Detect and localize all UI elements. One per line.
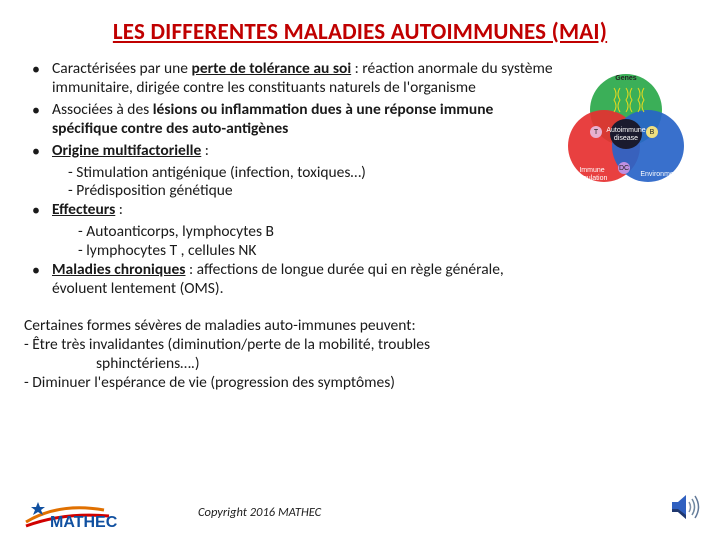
venn-label-genes: Genes <box>615 75 637 82</box>
b2-text-a: Associées à des <box>52 100 153 119</box>
venn-center-bg <box>610 119 642 149</box>
slide: LES DIFFERENTES MALADIES AUTOIMMUNES (MA… <box>0 0 720 540</box>
bullet-1: Caractérisées par une perte de tolérance… <box>24 60 560 98</box>
cell-b-label: B <box>650 129 655 136</box>
cell-t-label: T <box>594 129 599 136</box>
bullet-5: Maladies chroniques : affections de long… <box>24 261 560 299</box>
b3-text-b: : <box>201 141 209 160</box>
speaker-icon <box>668 490 702 524</box>
venn-label-center1: Autoimmune <box>606 127 645 134</box>
b4-text-b: : <box>115 200 123 219</box>
cell-dc-label: DC <box>619 165 629 172</box>
b3-sub2: - Prédisposition génétique <box>24 182 560 201</box>
venn-diagram: T DC B Genes Autoimmune disease Immune r… <box>556 64 696 224</box>
b3-text-a: Origine multifactorielle <box>52 141 201 160</box>
b3-sub1: - Stimulation antigénique (infection, to… <box>24 164 560 183</box>
bullet-4: Effecteurs : <box>24 201 560 220</box>
b1-text-a: Caractérisées par une <box>52 59 192 78</box>
paragraph: Certaines formes sévères de maladies aut… <box>24 317 560 393</box>
para-line1: Certaines formes sévères de maladies aut… <box>24 317 560 336</box>
venn-label-center2: disease <box>614 135 638 142</box>
b1-text-b: perte de tolérance au soi <box>192 59 352 78</box>
venn-label-immune1: Immune <box>579 167 604 174</box>
mathec-logo: MATHEC <box>24 492 144 532</box>
bullet-3: Origine multifactorielle : <box>24 142 560 161</box>
content-row: Caractérisées par une perte de tolérance… <box>24 60 696 393</box>
logo-text: MATHEC <box>50 514 118 531</box>
copyright-text: Copyright 2016 MATHEC <box>198 505 321 520</box>
b4-sub1: - Autoanticorps, lymphocytes B <box>24 223 560 242</box>
bullet-list: Caractérisées par une perte de tolérance… <box>24 60 560 393</box>
venn-label-immune2: regulation <box>577 175 608 182</box>
para-line2b: sphinctériens….) <box>24 355 560 374</box>
bullet-2: Associées à des lésions ou inflammation … <box>24 101 560 139</box>
b5-text-a: Maladies chroniques <box>52 260 185 279</box>
para-line2: - Être très invalidantes (diminution/per… <box>24 336 560 355</box>
para-line3: - Diminuer l'espérance de vie (progressi… <box>24 374 560 393</box>
footer: MATHEC Copyright 2016 MATHEC <box>0 492 720 540</box>
slide-title: LES DIFFERENTES MALADIES AUTOIMMUNES (MA… <box>24 18 696 46</box>
b4-sub2: - lymphocytes T , cellules NK <box>24 242 560 261</box>
venn-label-env: Environment <box>640 171 679 178</box>
b4-text-a: Effecteurs <box>52 200 115 219</box>
